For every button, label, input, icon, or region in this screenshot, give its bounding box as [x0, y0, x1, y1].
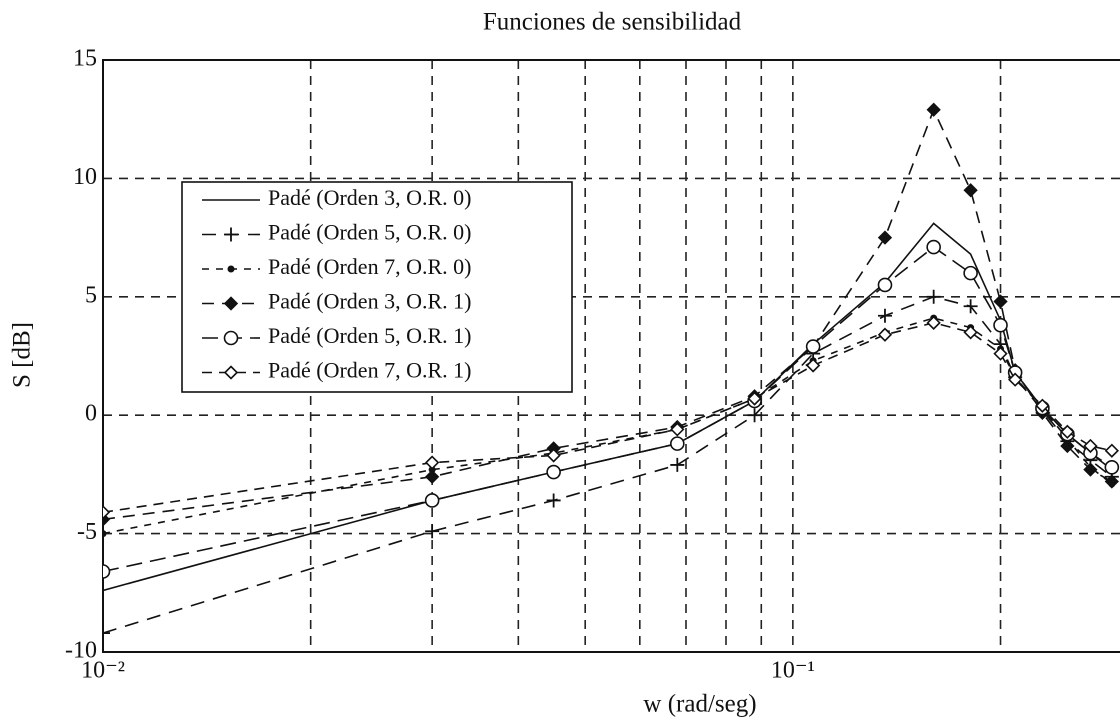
- series-line: [103, 317, 1113, 535]
- marker: [1083, 438, 1098, 454]
- x-axis-label: w (rad/seg): [643, 691, 756, 718]
- marker: [546, 493, 561, 508]
- marker: [670, 436, 685, 451]
- marker: [963, 265, 978, 281]
- marker: [424, 493, 440, 508]
- marker: [877, 308, 892, 323]
- marker: [425, 524, 440, 539]
- legend-label: Padé (Orden 7, O.R. 1): [268, 358, 471, 383]
- marker: [963, 325, 978, 340]
- legend-label: Padé (Orden 3, O.R. 0): [268, 185, 471, 210]
- marker: [993, 346, 1008, 361]
- y-tick-label: -10: [65, 638, 97, 664]
- marker: [425, 455, 440, 470]
- plot-frame: [102, 59, 1120, 653]
- y-axis-label: S [dB]: [9, 322, 36, 388]
- marker: [877, 230, 893, 245]
- marker: [1104, 459, 1120, 475]
- marker: [1008, 372, 1023, 387]
- legend-label: Padé (Orden 7, O.R. 0): [268, 254, 471, 279]
- marker: [670, 457, 685, 472]
- marker: [963, 183, 978, 198]
- marker: [1060, 438, 1075, 454]
- marker: [993, 317, 1008, 333]
- marker: [877, 327, 893, 342]
- y-tick-label: -5: [77, 519, 97, 545]
- legend-label: Padé (Orden 5, O.R. 1): [268, 323, 471, 348]
- marker: [103, 505, 111, 520]
- chart-title: Funciones de sensibilidad: [483, 9, 742, 36]
- marker: [1035, 398, 1050, 413]
- y-tick-label: 5: [85, 282, 97, 308]
- marker: [103, 626, 110, 641]
- marker: [963, 299, 978, 314]
- marker: [224, 227, 238, 242]
- marker: [993, 294, 1008, 309]
- marker: [1104, 443, 1119, 458]
- marker: [805, 339, 821, 354]
- marker: [926, 239, 941, 255]
- marker: [926, 102, 941, 117]
- marker: [877, 277, 893, 293]
- marker: [926, 289, 941, 304]
- marker: [103, 564, 111, 579]
- plot-area: [103, 102, 1120, 641]
- marker: [227, 265, 235, 273]
- marker: [546, 448, 561, 463]
- marker: [103, 530, 107, 538]
- marker: [1060, 424, 1075, 439]
- marker: [223, 330, 239, 346]
- marker: [805, 358, 821, 373]
- x-tick-label: 10⁻²: [81, 658, 125, 684]
- y-tick-label: 0: [85, 401, 97, 427]
- marker: [747, 408, 762, 423]
- y-tick-label: 15: [73, 46, 97, 72]
- x-tick-label: 10⁻¹: [771, 658, 815, 684]
- marker: [223, 296, 239, 311]
- marker: [425, 469, 440, 484]
- legend-label: Padé (Orden 5, O.R. 0): [268, 220, 471, 245]
- legend-box: [181, 181, 573, 393]
- marker: [1083, 462, 1098, 477]
- marker: [747, 391, 762, 406]
- legend-label: Padé (Orden 3, O.R. 1): [268, 289, 471, 314]
- marker: [670, 422, 685, 437]
- marker: [1104, 474, 1119, 489]
- marker: [546, 464, 561, 480]
- y-tick-label: 10: [73, 164, 97, 190]
- marker: [223, 365, 239, 380]
- marker: [926, 315, 941, 330]
